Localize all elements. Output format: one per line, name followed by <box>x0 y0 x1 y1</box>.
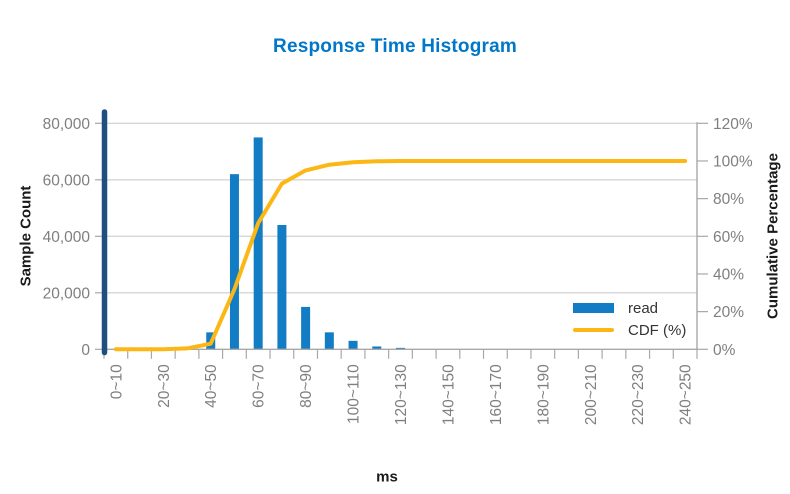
legend-label: CDF (%) <box>628 321 687 339</box>
read-bar <box>277 225 287 350</box>
x-tick-label: 180~190 <box>535 364 552 425</box>
y-left-axis-title: Sample Count <box>17 185 35 287</box>
x-tick-label: 80~90 <box>298 364 315 408</box>
y-left-tick-label: 0 <box>81 342 90 359</box>
legend-item-read: read <box>573 299 686 317</box>
y-right-tick-label: 20% <box>713 304 744 321</box>
x-tick-label: 20~30 <box>156 364 173 408</box>
legend: read CDF (%) <box>573 299 686 339</box>
x-tick-label: 120~130 <box>393 364 410 425</box>
read-bar <box>229 174 239 350</box>
legend-label: read <box>628 299 659 317</box>
cdf-line <box>113 159 688 352</box>
read-series-swatch <box>573 303 614 313</box>
x-tick-label: 40~50 <box>203 364 220 408</box>
legend-item-cdf: CDF (%) <box>573 321 686 339</box>
y-right-tick-label: 60% <box>713 229 744 246</box>
y-right-tick-label: 120% <box>713 116 753 133</box>
x-tick-label: 240~250 <box>678 364 695 425</box>
read-bar <box>324 332 334 350</box>
y-left-tick-label: 20,000 <box>43 285 91 302</box>
y-left-tick-label: 40,000 <box>43 229 91 246</box>
x-tick-label: 60~70 <box>251 364 268 408</box>
x-axis-title: ms <box>376 468 398 486</box>
y-left-tick-label: 80,000 <box>43 116 91 133</box>
read-bar <box>348 340 358 350</box>
x-tick-label: 140~150 <box>440 364 457 425</box>
x-tick-label: 160~170 <box>488 364 505 425</box>
x-tick-label: 100~110 <box>346 364 363 424</box>
read-bar <box>301 306 311 350</box>
y-right-tick-label: 0% <box>713 342 736 359</box>
x-tick-label: 200~210 <box>583 364 600 425</box>
y-right-tick-label: 80% <box>713 191 744 208</box>
y-right-tick-label: 40% <box>713 266 744 283</box>
y-right-tick-label: 100% <box>713 153 753 170</box>
read-bar <box>253 137 263 350</box>
chart-title: Response Time Histogram <box>273 36 517 57</box>
read-bar <box>372 346 382 350</box>
cdf-series-swatch <box>573 328 614 332</box>
y-left-tick-label: 60,000 <box>43 172 91 189</box>
x-tick-label: 0~10 <box>108 364 125 399</box>
y-right-axis-title: Cumulative Percentage <box>764 153 782 319</box>
read-bar <box>396 347 405 350</box>
x-tick-label: 220~230 <box>630 364 647 425</box>
